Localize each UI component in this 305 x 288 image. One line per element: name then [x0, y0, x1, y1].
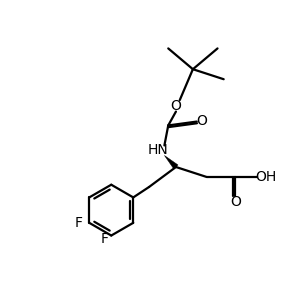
Text: OH: OH	[255, 170, 277, 184]
Text: O: O	[170, 99, 181, 113]
Text: HN: HN	[148, 143, 169, 157]
Text: O: O	[196, 114, 207, 128]
Text: F: F	[100, 232, 108, 246]
Text: O: O	[230, 196, 241, 209]
Polygon shape	[164, 156, 178, 169]
Text: F: F	[74, 216, 82, 230]
